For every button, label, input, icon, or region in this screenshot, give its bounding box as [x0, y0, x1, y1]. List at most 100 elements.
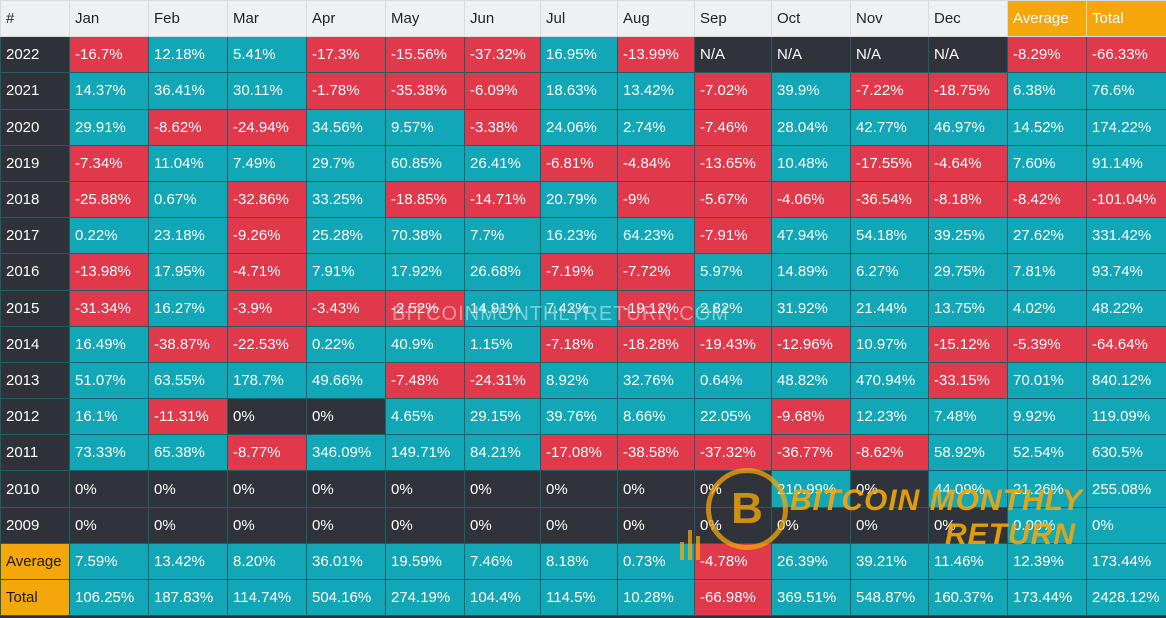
table-cell: 17.95% — [148, 253, 228, 291]
table-cell: 5.41% — [227, 36, 307, 74]
table-cell: -3.9% — [227, 289, 307, 327]
table-cell: -38.58% — [617, 434, 695, 472]
table-cell: -4.78% — [694, 542, 772, 581]
table-cell: -4.71% — [227, 253, 307, 291]
table-cell: -8.62% — [850, 434, 929, 472]
table-cell: -13.65% — [694, 144, 772, 182]
table-cell: 16.27% — [148, 289, 228, 327]
table-cell: 174.22% — [1086, 108, 1166, 146]
table-row: Total 106.25% 187.83% 114.74% 504.16% 274.19%… — [0, 578, 1166, 617]
table-cell: 4.65% — [385, 398, 465, 436]
table-cell: 17.92% — [385, 253, 465, 291]
table-cell: 274.19% — [385, 578, 465, 617]
table-cell: -4.84% — [617, 144, 695, 182]
header-row: # Jan Feb Mar Apr May Jun Jul Aug Sep Oct Nov Dec Ave… — [0, 0, 1166, 38]
table-cell: 26.39% — [771, 542, 851, 581]
table-cell: 7.60% — [1007, 144, 1087, 182]
table-cell: 106.25% — [69, 578, 149, 617]
table-row: 2009 0% 0% 0% 0% 0% 0% 0% 0% 0% 0% 0% 0% 0.00% 0% — [0, 506, 1166, 544]
table-cell: 20.79% — [540, 180, 618, 219]
table-cell: -7.18% — [540, 325, 618, 363]
table-cell: 29.91% — [69, 108, 149, 146]
row-label: 2019 — [0, 144, 70, 182]
table-cell: 65.38% — [148, 434, 228, 472]
table-cell: 14.52% — [1007, 108, 1087, 146]
table-cell: 0% — [306, 506, 386, 544]
table-cell: 25.28% — [306, 217, 386, 255]
table-cell: 0% — [227, 398, 307, 436]
table-cell: -3.43% — [306, 289, 386, 327]
table-cell: 51.07% — [69, 361, 149, 400]
table-cell: 0% — [69, 470, 149, 508]
table-cell: -8.29% — [1007, 36, 1087, 74]
table-cell: 369.51% — [771, 578, 851, 617]
table-cell: 46.97% — [928, 108, 1008, 146]
table-cell: 178.7% — [227, 361, 307, 400]
table-cell: 0% — [227, 470, 307, 508]
table-cell: -5.39% — [1007, 325, 1087, 363]
table-cell: 0.73% — [617, 542, 695, 581]
table-cell: 10.97% — [850, 325, 929, 363]
table-row: 2015 -31.34% 16.27% -3.9% -3.43% -2.52% 14.91%… — [0, 289, 1166, 327]
table-cell: 7.91% — [306, 253, 386, 291]
table-cell: -13.99% — [617, 36, 695, 74]
table-cell: 5.97% — [694, 253, 772, 291]
table-cell: 0% — [148, 470, 228, 508]
table-cell: 9.92% — [1007, 398, 1087, 436]
table-cell: -9.68% — [771, 398, 851, 436]
table-cell: -37.32% — [694, 434, 772, 472]
table-cell: 47.94% — [771, 217, 851, 255]
column-header-jan: Jan — [69, 0, 149, 38]
table-cell: 2.74% — [617, 108, 695, 146]
table-cell: 93.74% — [1086, 253, 1166, 291]
table-cell: 27.62% — [1007, 217, 1087, 255]
table-cell: 54.18% — [850, 217, 929, 255]
table-cell: 0% — [385, 470, 465, 508]
table-row: 2012 16.1% -11.31% 0% 0% 4.65% 29.15% 39.76% 8.6… — [0, 398, 1166, 436]
table-cell: 255.08% — [1086, 470, 1166, 508]
table-cell: 0% — [694, 470, 772, 508]
table-cell: 8.20% — [227, 542, 307, 581]
row-label: 2012 — [0, 398, 70, 436]
column-header-aug: Aug — [617, 0, 695, 38]
table-cell: 48.82% — [771, 361, 851, 400]
table-cell: 0% — [148, 506, 228, 544]
table-cell: -8.18% — [928, 180, 1008, 219]
table-cell: N/A — [850, 36, 929, 74]
table-cell: 42.77% — [850, 108, 929, 146]
table-cell: 16.23% — [540, 217, 618, 255]
table-row: 2010 0% 0% 0% 0% 0% 0% 0% 0% 0% 210.99% 0% 44.09% 21.… — [0, 470, 1166, 508]
table-cell: -33.15% — [928, 361, 1008, 400]
table-cell: 31.92% — [771, 289, 851, 327]
table-cell: -101.04% — [1086, 180, 1166, 219]
table-cell: 0% — [540, 506, 618, 544]
table-cell: -7.46% — [694, 108, 772, 146]
table-cell: -8.62% — [148, 108, 228, 146]
table-cell: 63.55% — [148, 361, 228, 400]
table-cell: 9.57% — [385, 108, 465, 146]
table-cell: 24.06% — [540, 108, 618, 146]
table-cell: -12.96% — [771, 325, 851, 363]
table-cell: -32.86% — [227, 180, 307, 219]
row-label: Total — [0, 578, 70, 617]
table-cell: 52.54% — [1007, 434, 1087, 472]
table-row: 2018 -25.88% 0.67% -32.86% 33.25% -18.85% -14.… — [0, 180, 1166, 219]
table-cell: 26.41% — [464, 144, 541, 182]
row-label: 2018 — [0, 180, 70, 219]
table-cell: -19.43% — [694, 325, 772, 363]
table-cell: 39.25% — [928, 217, 1008, 255]
table-row: Average 7.59% 13.42% 8.20% 36.01% 19.59% 7.46%… — [0, 542, 1166, 581]
table-cell: -9% — [617, 180, 695, 219]
column-header-jun: Jun — [464, 0, 541, 38]
table-cell: -1.78% — [306, 72, 386, 110]
table-cell: 7.48% — [928, 398, 1008, 436]
table-cell: -16.7% — [69, 36, 149, 74]
table-row: 2020 29.91% -8.62% -24.94% 34.56% 9.57% -3.38%… — [0, 108, 1166, 146]
table-cell: 76.6% — [1086, 72, 1166, 110]
table-cell: -38.87% — [148, 325, 228, 363]
table-cell: 0% — [617, 506, 695, 544]
table-cell: 160.37% — [928, 578, 1008, 617]
table-body: 2022 -16.7% 12.18% 5.41% -17.3% -15.56% -37.32… — [0, 36, 1166, 617]
table-cell: -15.56% — [385, 36, 465, 74]
